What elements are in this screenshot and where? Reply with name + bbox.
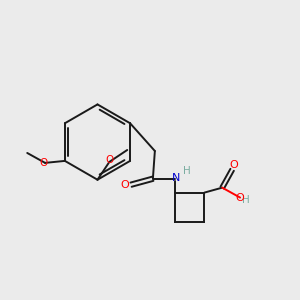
Text: H: H [183, 166, 190, 176]
Text: H: H [242, 194, 250, 205]
Text: N: N [172, 173, 180, 183]
Text: O: O [121, 180, 130, 190]
Text: O: O [39, 158, 47, 168]
Text: O: O [230, 160, 239, 170]
Text: O: O [236, 193, 244, 202]
Text: O: O [105, 155, 113, 165]
